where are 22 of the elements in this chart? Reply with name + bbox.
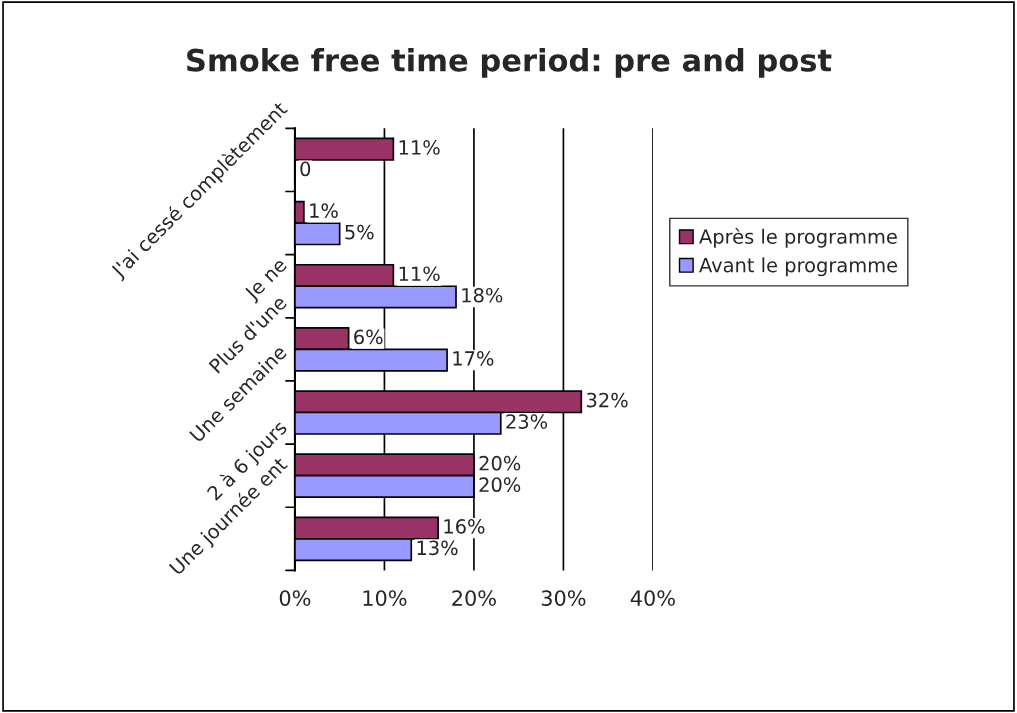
data-label: 1% [310,203,338,218]
data-label: 6% [354,329,383,345]
x-tick-label: 10% [363,590,407,606]
chart-title: Smoke free time period: pre and post [187,48,832,78]
data-label: 17% [453,351,494,366]
data-label: 16% [444,519,485,534]
legend-label: Avant le programme [699,257,898,277]
x-tick-label: 0% [279,590,311,606]
legend-label: Après le programme [699,228,897,248]
data-label: 13% [417,540,458,556]
data-label: 18% [462,287,503,303]
data-label: 11% [399,266,440,282]
data-label: 32% [586,392,628,408]
data-label: 20% [479,455,521,471]
x-tick-label: 40% [630,590,675,606]
data-label: 0 [300,161,311,177]
data-label: 20% [479,477,521,493]
x-tick-label: 30% [541,590,586,606]
data-label: 23% [506,414,548,429]
x-tick-label: 20% [452,590,496,606]
data-label: 5% [345,224,374,240]
data-label: 11% [399,140,440,155]
